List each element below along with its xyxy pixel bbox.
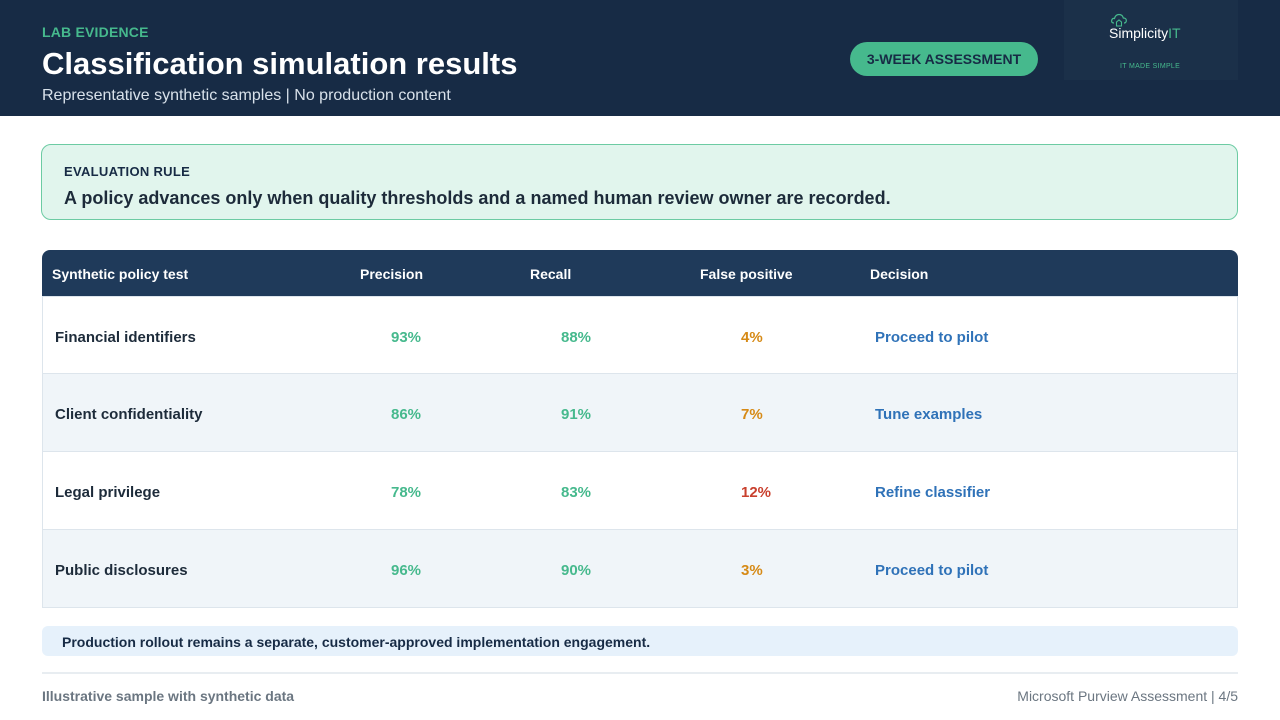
recall-value: 88% — [561, 329, 592, 346]
false-positive-value: 7% — [741, 406, 763, 423]
rollout-note-text: Production rollout remains a separate, c… — [62, 634, 651, 650]
footer-divider — [42, 672, 1238, 674]
precision-value: 93% — [391, 329, 422, 346]
policy-name: Client confidentiality — [55, 406, 203, 423]
precision-value: 78% — [391, 484, 422, 501]
company-logo — [1064, 0, 1238, 80]
evaluation-rule-callout: EVALUATION RULE A policy advances only w… — [41, 144, 1238, 220]
rollout-note: Production rollout remains a separate, c… — [42, 626, 1238, 656]
logo-tagline: IT MADE SIMPLE — [1120, 63, 1181, 70]
footer-disclaimer: Illustrative sample with synthetic data — [42, 688, 295, 704]
column-header-false-positive: False positive — [700, 266, 793, 282]
false-positive-value: 4% — [741, 329, 763, 346]
column-header-policy-test: Synthetic policy test — [52, 266, 189, 282]
false-positive-value: 3% — [741, 562, 763, 579]
table-row: Financial identifiers 93% 88% 4% Proceed… — [42, 296, 1238, 374]
assessment-badge: 3-WEEK ASSESSMENT — [850, 42, 1038, 76]
section-eyebrow: LAB EVIDENCE — [42, 24, 149, 40]
evaluation-rule-text: A policy advances only when quality thre… — [64, 188, 891, 208]
results-table: Synthetic policy test Precision Recall F… — [42, 250, 1238, 608]
evaluation-rule-label: EVALUATION RULE — [64, 164, 191, 179]
policy-name: Public disclosures — [55, 562, 188, 579]
decision-value: Tune examples — [875, 406, 983, 423]
decision-value: Refine classifier — [875, 484, 991, 501]
recall-value: 90% — [561, 562, 592, 579]
precision-value: 86% — [391, 406, 422, 423]
cloud-house-icon — [1111, 13, 1127, 27]
policy-name: Legal privilege — [55, 484, 161, 501]
recall-value: 91% — [561, 406, 592, 423]
policy-name: Financial identifiers — [55, 329, 196, 346]
decision-value: Proceed to pilot — [875, 562, 989, 579]
recall-value: 83% — [561, 484, 592, 501]
column-header-precision: Precision — [360, 266, 424, 282]
precision-value: 96% — [391, 562, 422, 579]
table-row: Legal privilege 78% 83% 12% Refine class… — [42, 452, 1238, 530]
page-subtitle: Representative synthetic samples | No pr… — [42, 87, 451, 104]
column-header-recall: Recall — [530, 266, 572, 282]
decision-value: Proceed to pilot — [875, 329, 989, 346]
table-header: Synthetic policy test Precision Recall F… — [42, 250, 1238, 296]
page-title: Classification simulation results — [42, 46, 518, 81]
logo-wordmark: SimplicityIT — [1109, 25, 1181, 41]
column-header-decision: Decision — [870, 266, 929, 282]
table-row: Client confidentiality 86% 91% 7% Tune e… — [42, 374, 1238, 452]
footer-page-info: Microsoft Purview Assessment | 4/5 — [1017, 688, 1238, 704]
table-row: Public disclosures 96% 90% 3% Proceed to… — [42, 530, 1238, 608]
false-positive-value: 12% — [741, 484, 772, 501]
